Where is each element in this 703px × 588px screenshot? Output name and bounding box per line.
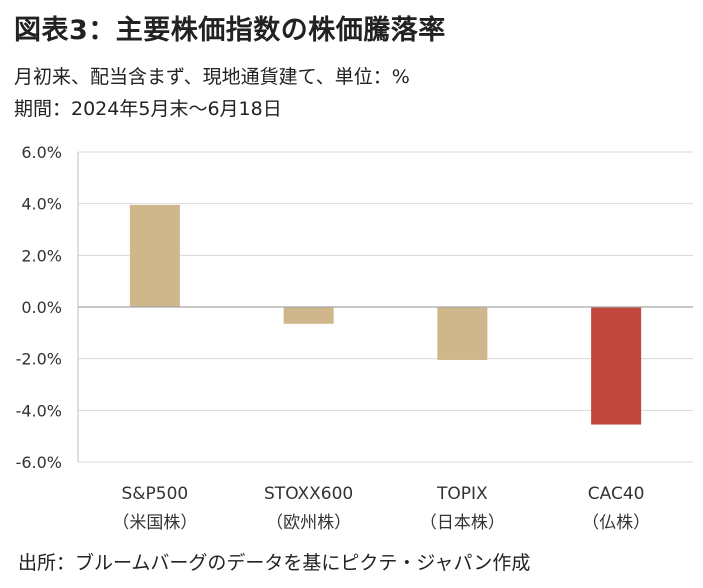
x-category-sublabel: （米国株）	[112, 513, 197, 533]
chart-title: 図表3：主要株価指数の株価騰落率	[14, 15, 446, 46]
x-category-sublabel: （仏株）	[582, 513, 650, 533]
chart-subtitle-period: 期間：2024年5月末～6月18日	[14, 98, 282, 120]
source-note: 出所：ブルームバーグのデータを基にピクテ・ジャパン作成	[18, 552, 531, 574]
x-category-sublabel: （日本株）	[420, 513, 505, 533]
x-category-label: TOPIX	[436, 484, 488, 504]
y-tick-label: -6.0%	[16, 453, 62, 472]
y-tick-label: 0.0%	[21, 298, 62, 317]
y-tick-label: 2.0%	[21, 246, 62, 265]
bar-cac40	[591, 307, 642, 425]
x-category-label: STOXX600	[264, 484, 353, 504]
y-tick-label: -4.0%	[16, 401, 62, 420]
bar-stoxx600	[283, 307, 334, 324]
x-category-sublabel: （欧州株）	[266, 513, 351, 533]
bar-topix	[437, 307, 488, 360]
y-tick-label: 4.0%	[21, 195, 62, 214]
y-tick-label: 6.0%	[21, 143, 62, 162]
chart-subtitle-units: 月初来、配当含まず、現地通貨建て、単位：%	[14, 66, 410, 88]
x-category-label: CAC40	[588, 484, 645, 504]
x-category-label: S&P500	[122, 484, 189, 504]
y-tick-label: -2.0%	[16, 350, 62, 369]
bar-sp500	[129, 204, 180, 307]
